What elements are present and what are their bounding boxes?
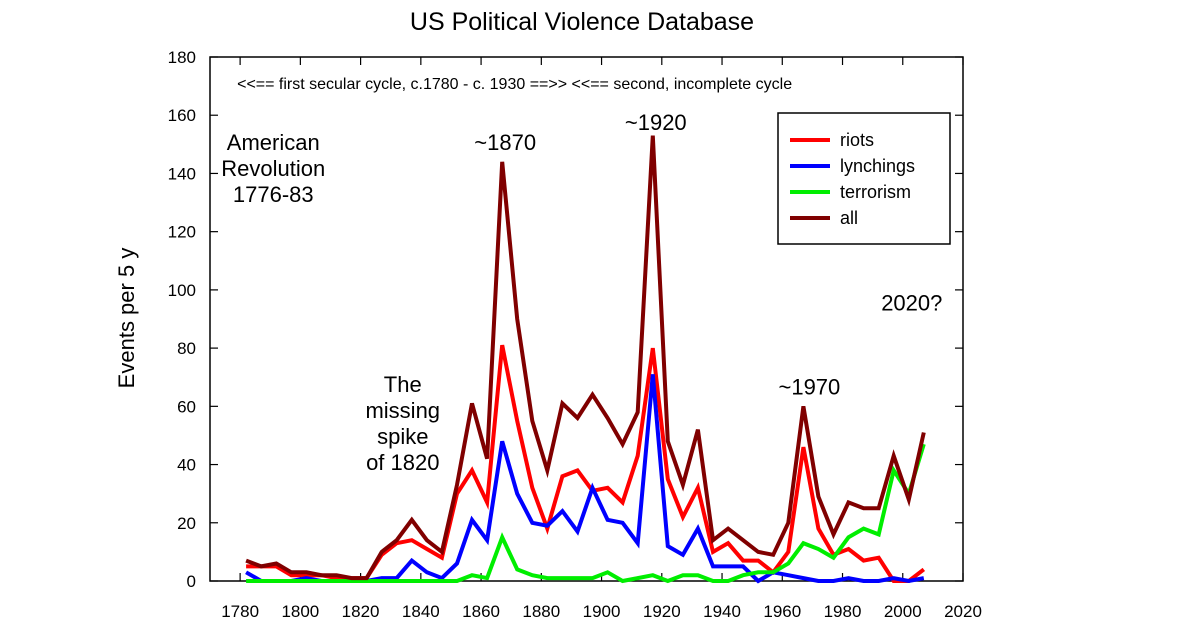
y-tick-label: 20 <box>177 514 196 533</box>
annotation-text: ~1920 <box>625 110 687 135</box>
plot-frame <box>209 56 964 582</box>
chart-title: US Political Violence Database <box>410 8 754 36</box>
annotation-text: 2020? <box>881 290 942 315</box>
x-tick-label: 1900 <box>583 602 621 621</box>
annotation-text: American <box>227 130 320 155</box>
y-tick-label: 120 <box>168 223 196 242</box>
x-tick-label: 1940 <box>703 602 741 621</box>
annotation-text: ~1870 <box>474 130 536 155</box>
legend: riots lynchings terrorism all <box>777 112 951 245</box>
annotation-text: missing <box>365 398 440 423</box>
series-layer <box>245 135 926 584</box>
x-tick-label: 1960 <box>763 602 801 621</box>
annotation-text: Revolution <box>221 156 325 181</box>
y-axis-label: Events per 5 y <box>114 248 139 389</box>
x-tick-label: 1780 <box>221 602 259 621</box>
y-tick-label: 0 <box>187 572 196 591</box>
y-tick-label: 80 <box>177 339 196 358</box>
legend-label-all: all <box>840 208 858 228</box>
x-tick-label: 2020 <box>944 602 982 621</box>
y-tick-label: 60 <box>177 397 196 416</box>
legend-label-riots: riots <box>840 130 874 150</box>
y-tick-label: 160 <box>168 106 196 125</box>
legend-box <box>777 112 951 245</box>
series-line-all <box>245 135 926 581</box>
series-line-terrorism <box>246 443 926 584</box>
annotation-text: ~1970 <box>778 375 840 400</box>
y-tick-label: 140 <box>168 164 196 183</box>
x-tick-label: 2000 <box>884 602 922 621</box>
y-tick-label: 40 <box>177 456 196 475</box>
annotation-text: of 1820 <box>366 450 439 475</box>
x-tick-label: 1840 <box>402 602 440 621</box>
annotation-text: 1776-83 <box>233 182 314 207</box>
x-tick-label: 1880 <box>522 602 560 621</box>
legend-label-terrorism: terrorism <box>840 182 911 202</box>
legend-label-lynchings: lynchings <box>840 156 915 176</box>
annotation-text: <<== first secular cycle, c.1780 - c. 19… <box>237 76 792 93</box>
x-tick-label: 1920 <box>643 602 681 621</box>
y-tick-label: 100 <box>168 281 196 300</box>
plot-axes: 0 20 40 60 80 100 120 140 160 180 1780 1800 1820 1840… <box>168 48 982 621</box>
x-tick-label: 1800 <box>281 602 319 621</box>
annotation-layer: <<== first secular cycle, c.1780 - c. 19… <box>221 76 942 475</box>
x-tick-label: 1980 <box>824 602 862 621</box>
y-tick-label: 180 <box>168 48 196 67</box>
x-tick-label: 1860 <box>462 602 500 621</box>
x-tick-label: 1820 <box>342 602 380 621</box>
annotation-text: spike <box>377 424 428 449</box>
annotation-text: The <box>384 372 422 397</box>
